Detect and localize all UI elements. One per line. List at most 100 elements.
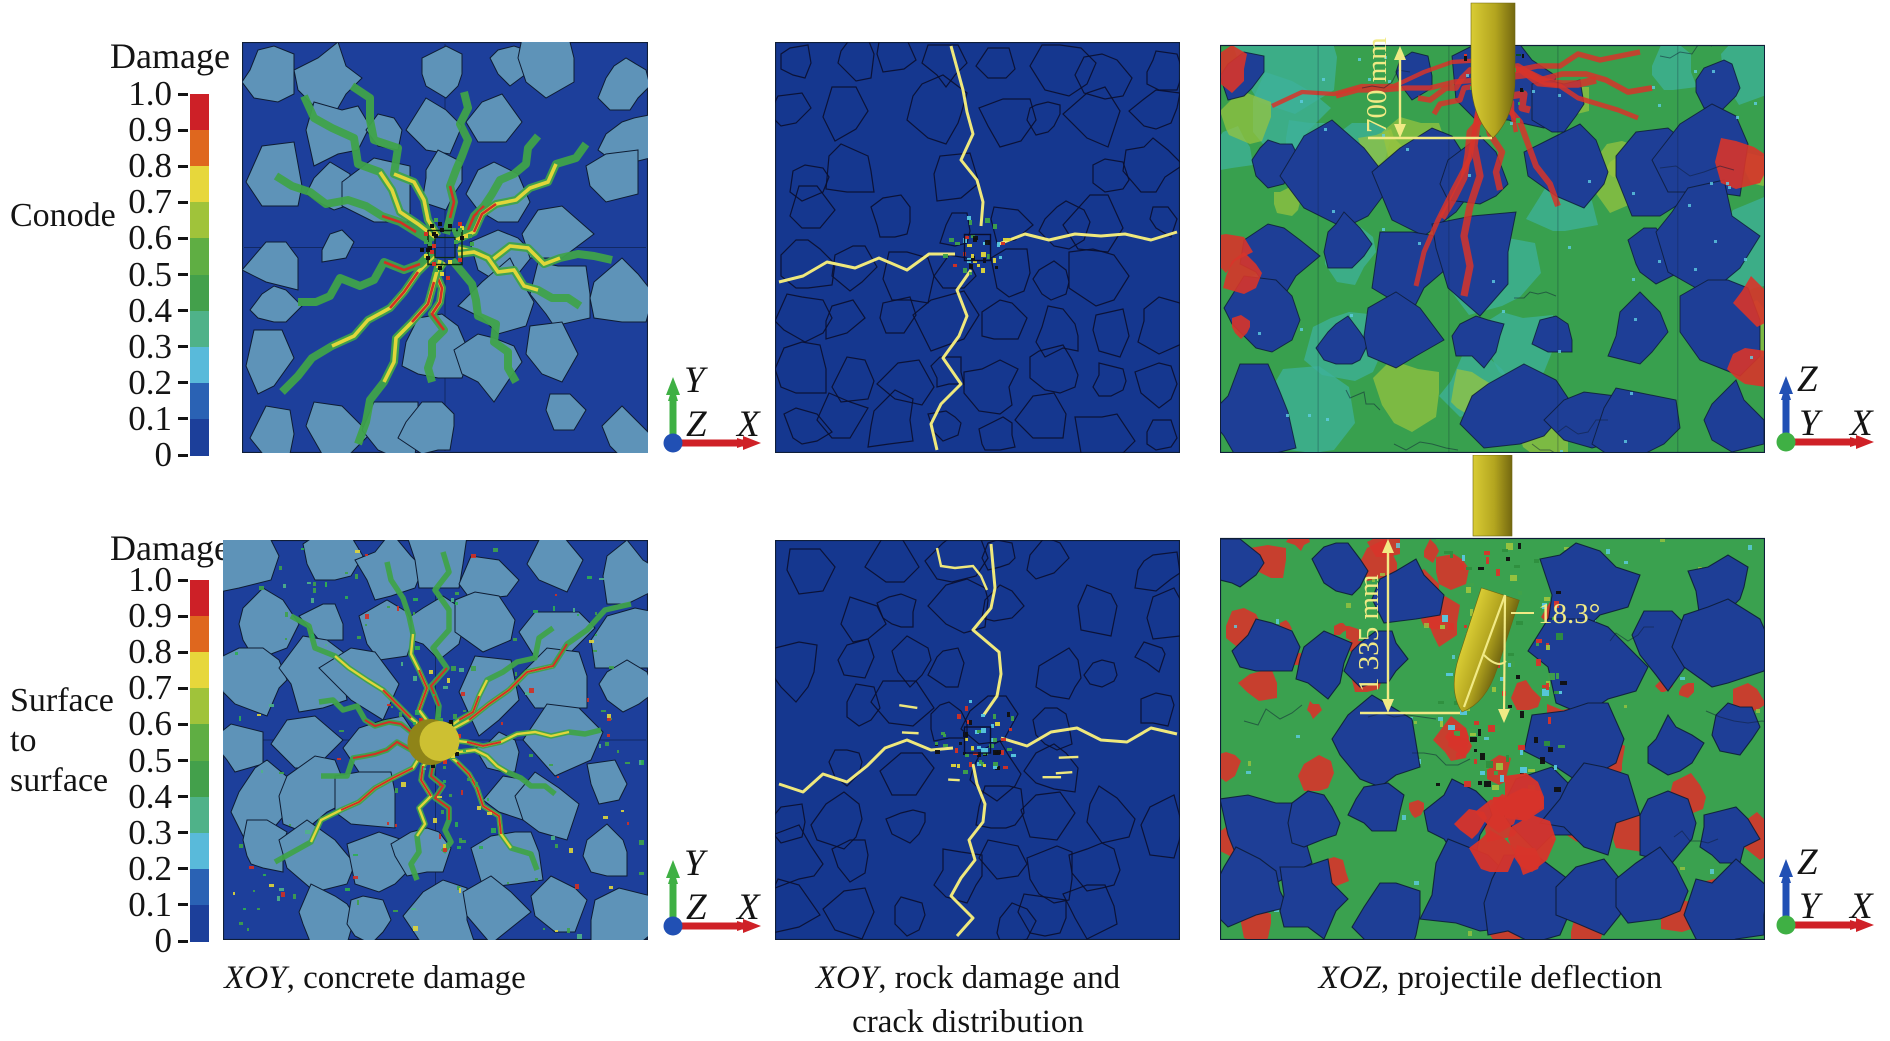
right-arrowhead (1850, 920, 1866, 930)
row-label-surface-to-surface: Surface to surface (10, 681, 114, 801)
angle-arc (1483, 654, 1507, 665)
colorbar-tick-label: 0.9 (128, 596, 172, 636)
colorbar-tick-mark (178, 686, 188, 690)
origin-dot (663, 916, 683, 936)
axis-triad: YZ X (663, 843, 761, 936)
colorbar-tick-label: 0.3 (128, 812, 172, 852)
colorbar-tick-label: 0.2 (128, 848, 172, 888)
colorbar-title: Damage (110, 36, 230, 76)
crack-line (971, 543, 1003, 717)
crack-line (949, 763, 987, 937)
damage-field (223, 540, 648, 940)
colorbar-tick-mark (178, 867, 188, 871)
depth-label-700mm: 700 mm (1361, 37, 1393, 133)
up-axis-label: Z (1797, 359, 1818, 400)
up-axis-label: Z (1797, 842, 1818, 883)
colorbar-tick-mark (178, 903, 188, 907)
colorbar-tick-label: 0 (154, 435, 173, 474)
colorbar-segment (190, 616, 209, 654)
up-arrowhead (1781, 384, 1791, 400)
colorbar-segment (190, 868, 209, 906)
projectile-deflected (1453, 587, 1520, 713)
colorbar-tick-label: 0.4 (128, 776, 172, 816)
crack-line (1000, 726, 1178, 748)
colorbar-tick-mark (178, 128, 188, 132)
arrowhead-down (1382, 699, 1394, 713)
damage-field (1220, 537, 1765, 940)
colorbar-tick-label: 0.7 (128, 182, 172, 222)
colorbar-tick-mark (178, 578, 188, 582)
colorbar-segment (190, 760, 209, 798)
right-axis-label: X (1848, 886, 1874, 927)
colorbar-tick-label: 0.1 (128, 884, 172, 924)
plot-surface-rock-damage (775, 540, 1180, 940)
colorbar-tick-mark (178, 236, 188, 240)
crack-line (998, 230, 1178, 246)
colorbar-tick-mark (178, 939, 188, 943)
colorbar-tick-label: 0.8 (128, 146, 172, 186)
caption-col3-axes: XOZ (1318, 960, 1382, 996)
colorbar-tick-mark (178, 795, 188, 799)
colorbar-tick-label: 1.0 (128, 74, 172, 113)
projectile-above-surface (1472, 455, 1513, 537)
origin-dot (1776, 432, 1796, 452)
colorbar-tick-mark (178, 200, 188, 204)
colorbar-segment (190, 310, 209, 348)
axis-triad: ZY X (1776, 359, 1874, 452)
colorbar-tick-mark (178, 417, 188, 421)
angle-axis-line (1462, 594, 1507, 708)
projectile (1470, 2, 1516, 139)
up-arrowhead (668, 385, 678, 401)
colorbar-segment (190, 724, 209, 762)
arrowhead-up (1394, 46, 1406, 60)
colorbar-tick-mark (178, 164, 188, 168)
colorbar-segment (190, 238, 209, 276)
colorbar-tick-mark (178, 92, 188, 96)
colorbar-segment (190, 580, 209, 617)
damage-colorbar-row1: Damage 1.0 0.9 0.8 0.7 0.6 0.5 0.4 0.3 0.2 0.1 0 (110, 36, 240, 476)
damage-field (242, 42, 648, 453)
colorbar-segment (190, 346, 209, 384)
up-arrowhead (1781, 867, 1791, 883)
crack-line (949, 45, 985, 227)
crack-line (778, 738, 954, 794)
caption-col1-text: , concrete damage (286, 960, 526, 996)
angle-vertical-line (1502, 594, 1507, 718)
colorbar-tick-mark (178, 759, 188, 762)
plot-conode-projectile-deflection: 700 mm (1220, 2, 1765, 453)
colorbar-tick-mark (178, 273, 188, 276)
colorbar-tick-label: 0.7 (128, 668, 172, 708)
arrowhead-down (1394, 124, 1406, 138)
caption-col2-line1: XOY, rock damage and (765, 956, 1171, 1000)
right-arrowhead (737, 438, 753, 448)
colorbar-tick-label: 0.9 (128, 110, 172, 150)
colorbar-segment (190, 94, 209, 131)
row-label-line1: Surface (10, 682, 114, 719)
caption-col2: XOY, rock damage and crack distribution (765, 956, 1171, 1041)
plot-surface-concrete-damage (223, 540, 648, 940)
origin-axis-label: Z (686, 887, 707, 928)
right-arrowhead (737, 921, 753, 931)
colorbar-tick-label: 0.6 (128, 218, 172, 258)
origin-axis-label: Y (1799, 886, 1823, 927)
colorbar-segment (190, 166, 209, 204)
crack-line (778, 252, 955, 284)
colorbar-segment (190, 688, 209, 726)
colorbar-segment (190, 382, 209, 420)
colorbar-segment (190, 796, 209, 834)
caption-col3: XOZ, projectile deflection (1218, 956, 1763, 1000)
colorbar-tick-label: 0 (154, 921, 173, 960)
colorbar-tick-label: 0.2 (128, 362, 172, 402)
damage-field (775, 42, 1180, 453)
colorbar-segment (190, 274, 209, 312)
crack-line (929, 269, 973, 451)
colorbar-tick-mark (178, 345, 188, 349)
plot-conode-concrete-damage (242, 42, 648, 453)
damage-field (1220, 44, 1765, 453)
colorbar-tick-label: 0.6 (128, 704, 172, 744)
origin-dot (1776, 915, 1796, 935)
caption-col3-text: , projectile deflection (1381, 960, 1663, 996)
